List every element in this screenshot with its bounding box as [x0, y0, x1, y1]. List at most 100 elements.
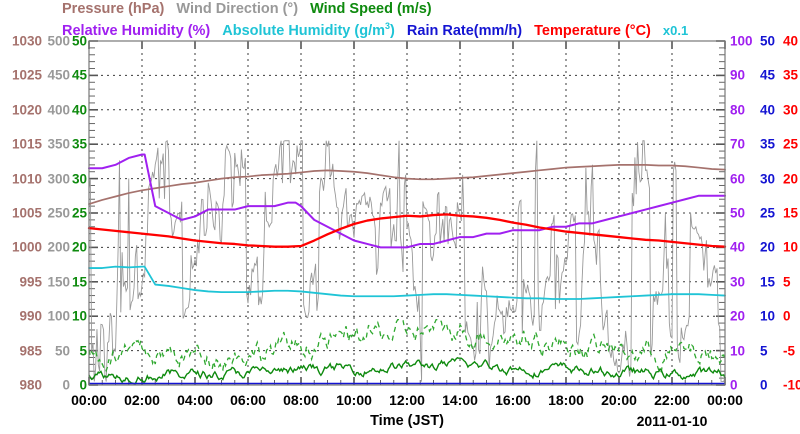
axis-tick-label: 150 [47, 274, 70, 290]
data-series [87, 139, 727, 385]
axis-tick-label: 25 [760, 205, 776, 221]
legend-pressure: Pressure (hPa) [62, 1, 165, 17]
legend-scale-note: x0.1 [662, 22, 689, 38]
legend-temperature: Temperature (°C) [534, 22, 651, 39]
axis-tick-label: 980 [19, 377, 42, 393]
series-wind-direction [88, 139, 726, 383]
x-axis-tick-label: 14:00 [442, 392, 478, 408]
axis-tick-label: 40 [760, 102, 776, 118]
axis-tick-label: 20 [71, 239, 87, 255]
axis-tick-label: 100 [47, 308, 70, 324]
axis-tick-label: 100 [730, 33, 753, 49]
axis-tick-label: 0 [783, 308, 791, 324]
axis-tick-label: 250 [47, 205, 70, 221]
axis-tick-label: 10 [730, 343, 746, 359]
legend-rain-rate: Rain Rate(mm/h) [406, 22, 523, 39]
axis-tick-label: 995 [19, 274, 42, 290]
axis-tick-label: 0 [730, 377, 738, 393]
axis-tick-label: 10 [760, 308, 776, 324]
x-axis-title: Time (JST) [370, 413, 444, 429]
axis-tick-label: 30 [760, 171, 776, 187]
axis-tick-label: 60 [730, 171, 746, 187]
axis-tick-label: 50 [71, 33, 87, 49]
axis-tick-label: 50 [730, 205, 746, 221]
legend-row-2: Relative Humidity (%) Absolute Humidity … [62, 18, 696, 40]
series-line [88, 265, 726, 300]
series-line [87, 213, 727, 248]
axis-tick-label: 15 [71, 274, 87, 290]
series-wind-gust [88, 318, 726, 375]
x-axis-tick-label: 08:00 [283, 392, 319, 408]
axis-tick-label: 25 [783, 136, 799, 152]
x-axis-tick-label: 02:00 [124, 392, 160, 408]
axis-tick-label: 1020 [11, 102, 42, 118]
axis-tick-label: -5 [783, 343, 796, 359]
x-axis-tick-label: 06:00 [230, 392, 266, 408]
series-wind-mean [88, 357, 726, 385]
axis-tick-label: 30 [730, 274, 746, 290]
x-axis-tick-label: 12:00 [389, 392, 425, 408]
x-axis-tick-label: 18:00 [548, 392, 584, 408]
axis-tick-label: 20 [730, 308, 746, 324]
axis-tick-label: 15 [760, 274, 776, 290]
series-line [88, 163, 726, 205]
axis-tick-label: 40 [783, 33, 799, 49]
legend-relative-humidity: Relative Humidity (%) [62, 22, 211, 39]
axis-tick-label: 80 [730, 102, 746, 118]
axis-tick-label: 50 [760, 33, 776, 49]
x-axis-tick-label: 22:00 [654, 392, 690, 408]
axis-tick-label: 1030 [11, 33, 42, 49]
axis-tick-label: 0 [62, 377, 70, 393]
axis-tick-label: 40 [71, 102, 87, 118]
x-axis-tick-label: 04:00 [177, 392, 213, 408]
axis-tick-label: 15 [783, 205, 799, 221]
axis-tick-label: 10 [783, 239, 799, 255]
axis-tick-label: 350 [47, 136, 70, 152]
axis-tick-label: -10 [783, 377, 800, 393]
axis-tick-label: 20 [760, 239, 776, 255]
axis-tick-label: 30 [783, 102, 799, 118]
axis-tick-label: 200 [47, 239, 70, 255]
axis-tick-label: 0 [79, 377, 87, 393]
x-axis-tick-label: 16:00 [495, 392, 531, 408]
axis-tick-label: 990 [19, 308, 42, 324]
axis-tick-label: 35 [783, 67, 799, 83]
axis-tick-label: 500 [47, 33, 70, 49]
axis-tick-label: 300 [47, 171, 70, 187]
x-axis-tick-label: 10:00 [336, 392, 372, 408]
axis-tick-label: 400 [47, 102, 70, 118]
x-axis-date: 2011-01-10 [636, 413, 708, 429]
axis-tick-label: 5 [783, 274, 791, 290]
axis-tick-label: 45 [760, 67, 776, 83]
axis-tick-label: 1010 [11, 171, 42, 187]
axis-tick-label: 30 [71, 171, 87, 187]
axis-tick-label: 25 [71, 205, 87, 221]
axis-tick-label: 50 [54, 343, 70, 359]
axis-tick-label: 20 [783, 171, 799, 187]
x-axis-tick-label: 00:00 [71, 392, 107, 408]
axis-tick-label: 45 [71, 67, 87, 83]
axis-tick-label: 40 [730, 239, 746, 255]
axis-tick-label: 1000 [11, 239, 42, 255]
series-line [88, 153, 726, 249]
axis-tick-label: 35 [71, 136, 87, 152]
legend-row-1: Pressure (hPa) Wind Direction (°) Wind S… [62, 1, 440, 18]
axis-tick-label: 1015 [11, 136, 42, 152]
axis-tick-label: 0 [760, 377, 768, 393]
legend-wind-speed: Wind Speed (m/s) [310, 1, 432, 17]
legend-wind-direction: Wind Direction (°) [176, 1, 299, 17]
plot-frame [88, 40, 726, 386]
axis-tick-label: 1005 [11, 205, 42, 221]
axis-tick-label: 70 [730, 136, 746, 152]
legend-absolute-humidity: Absolute Humidity (g/m3) [222, 21, 395, 39]
axis-tick-label: 90 [730, 67, 746, 83]
axis-tick-label: 10 [71, 308, 87, 324]
x-axis-tick-label: 00:00 [707, 392, 743, 408]
axis-tick-label: 985 [19, 343, 42, 359]
axis-tick-label: 35 [760, 136, 776, 152]
axis-tick-label: 5 [760, 343, 768, 359]
x-axis-tick-label: 20:00 [601, 392, 637, 408]
axis-tick-label: 5 [79, 343, 87, 359]
